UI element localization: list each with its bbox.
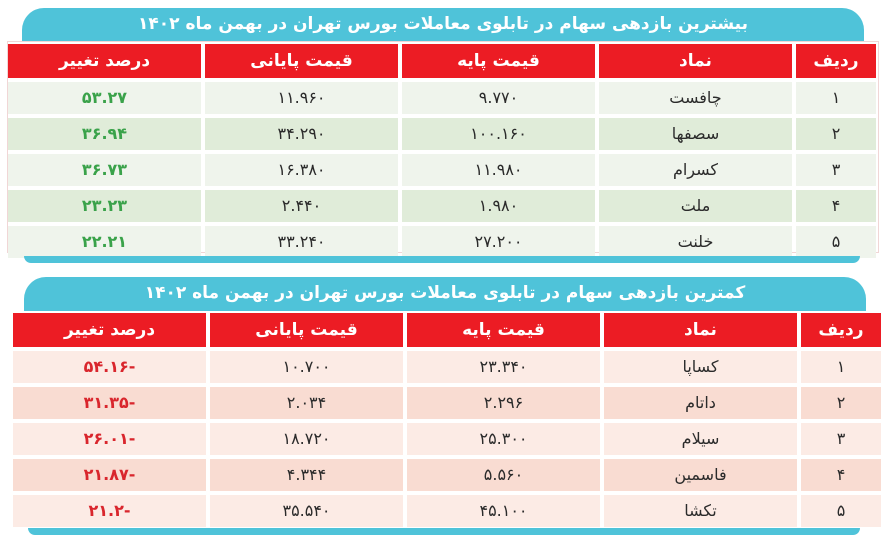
- final-price-cell: ۱۸.۷۲۰: [210, 423, 403, 455]
- change-cell: -۲۱.۸۷: [13, 459, 206, 491]
- change-cell: -۳۱.۳۵: [13, 387, 206, 419]
- header-symbol: نماد: [599, 44, 792, 78]
- rank-cell: ۴: [801, 459, 881, 491]
- symbol-cell: سصفها: [599, 118, 792, 150]
- final-price-cell: ۴.۳۴۴: [210, 459, 403, 491]
- top-returns-title: بیشترین بازدهی سهام در تابلوی معاملات بو…: [22, 8, 864, 42]
- base-price-cell: ۱.۹۸۰: [402, 190, 595, 222]
- symbol-cell: فاسمین: [604, 459, 797, 491]
- symbol-cell: داتام: [604, 387, 797, 419]
- base-price-cell: ۲۵.۳۰۰: [407, 423, 600, 455]
- change-cell: ۲۳.۲۳: [8, 190, 201, 222]
- final-price-cell: ۳۳.۲۴۰: [205, 226, 398, 258]
- change-cell: ۳۶.۹۴: [8, 118, 201, 150]
- base-price-cell: ۱۱.۹۸۰: [402, 154, 595, 186]
- rank-cell: ۳: [801, 423, 881, 455]
- rank-cell: ۵: [796, 226, 876, 258]
- change-cell: ۳۶.۷۳: [8, 154, 201, 186]
- rank-cell: ۲: [796, 118, 876, 150]
- lowest-returns-title: کمترین بازدهی سهام در تابلوی معاملات بور…: [24, 277, 866, 311]
- change-cell: -۵۴.۱۶: [13, 351, 206, 383]
- base-price-cell: ۲.۲۹۶: [407, 387, 600, 419]
- symbol-cell: کساپا: [604, 351, 797, 383]
- change-cell: -۲۱.۲: [13, 495, 206, 527]
- lowest-returns-table: ردیف نماد قیمت پایه قیمت پایانی درصد تغی…: [13, 313, 881, 527]
- final-price-cell: ۱۶.۳۸۰: [205, 154, 398, 186]
- header-base-price: قیمت پایه: [402, 44, 595, 78]
- top-returns-bottom-bar: [24, 256, 860, 263]
- rank-cell: ۵: [801, 495, 881, 527]
- header-rank: ردیف: [796, 44, 876, 78]
- base-price-cell: ۲۳.۳۴۰: [407, 351, 600, 383]
- final-price-cell: ۳۴.۲۹۰: [205, 118, 398, 150]
- base-price-cell: ۱۰۰.۱۶۰: [402, 118, 595, 150]
- final-price-cell: ۳۵.۵۴۰: [210, 495, 403, 527]
- final-price-cell: ۱۱.۹۶۰: [205, 82, 398, 114]
- final-price-cell: ۲.۰۳۴: [210, 387, 403, 419]
- symbol-cell: ملت: [599, 190, 792, 222]
- rank-cell: ۱: [796, 82, 876, 114]
- lowest-returns-bottom-bar: [28, 528, 860, 535]
- symbol-cell: کسرام: [599, 154, 792, 186]
- symbol-cell: خلنت: [599, 226, 792, 258]
- rank-cell: ۱: [801, 351, 881, 383]
- rank-cell: ۲: [801, 387, 881, 419]
- header-rank: ردیف: [801, 313, 881, 347]
- header-base-price: قیمت پایه: [407, 313, 600, 347]
- base-price-cell: ۴۵.۱۰۰: [407, 495, 600, 527]
- header-final-price: قیمت پایانی: [205, 44, 398, 78]
- final-price-cell: ۲.۴۴۰: [205, 190, 398, 222]
- rank-cell: ۳: [796, 154, 876, 186]
- header-symbol: نماد: [604, 313, 797, 347]
- top-returns-table: ردیف نماد قیمت پایه قیمت پایانی درصد تغی…: [8, 44, 876, 258]
- base-price-cell: ۲۷.۲۰۰: [402, 226, 595, 258]
- symbol-cell: سیلام: [604, 423, 797, 455]
- header-final-price: قیمت پایانی: [210, 313, 403, 347]
- final-price-cell: ۱۰.۷۰۰: [210, 351, 403, 383]
- symbol-cell: چافست: [599, 82, 792, 114]
- header-change-percent: درصد تغییر: [8, 44, 201, 78]
- base-price-cell: ۹.۷۷۰: [402, 82, 595, 114]
- base-price-cell: ۵.۵۶۰: [407, 459, 600, 491]
- change-cell: ۵۳.۲۷: [8, 82, 201, 114]
- header-change-percent: درصد تغییر: [13, 313, 206, 347]
- symbol-cell: تکشا: [604, 495, 797, 527]
- rank-cell: ۴: [796, 190, 876, 222]
- change-cell: -۲۶.۰۱: [13, 423, 206, 455]
- change-cell: ۲۲.۲۱: [8, 226, 201, 258]
